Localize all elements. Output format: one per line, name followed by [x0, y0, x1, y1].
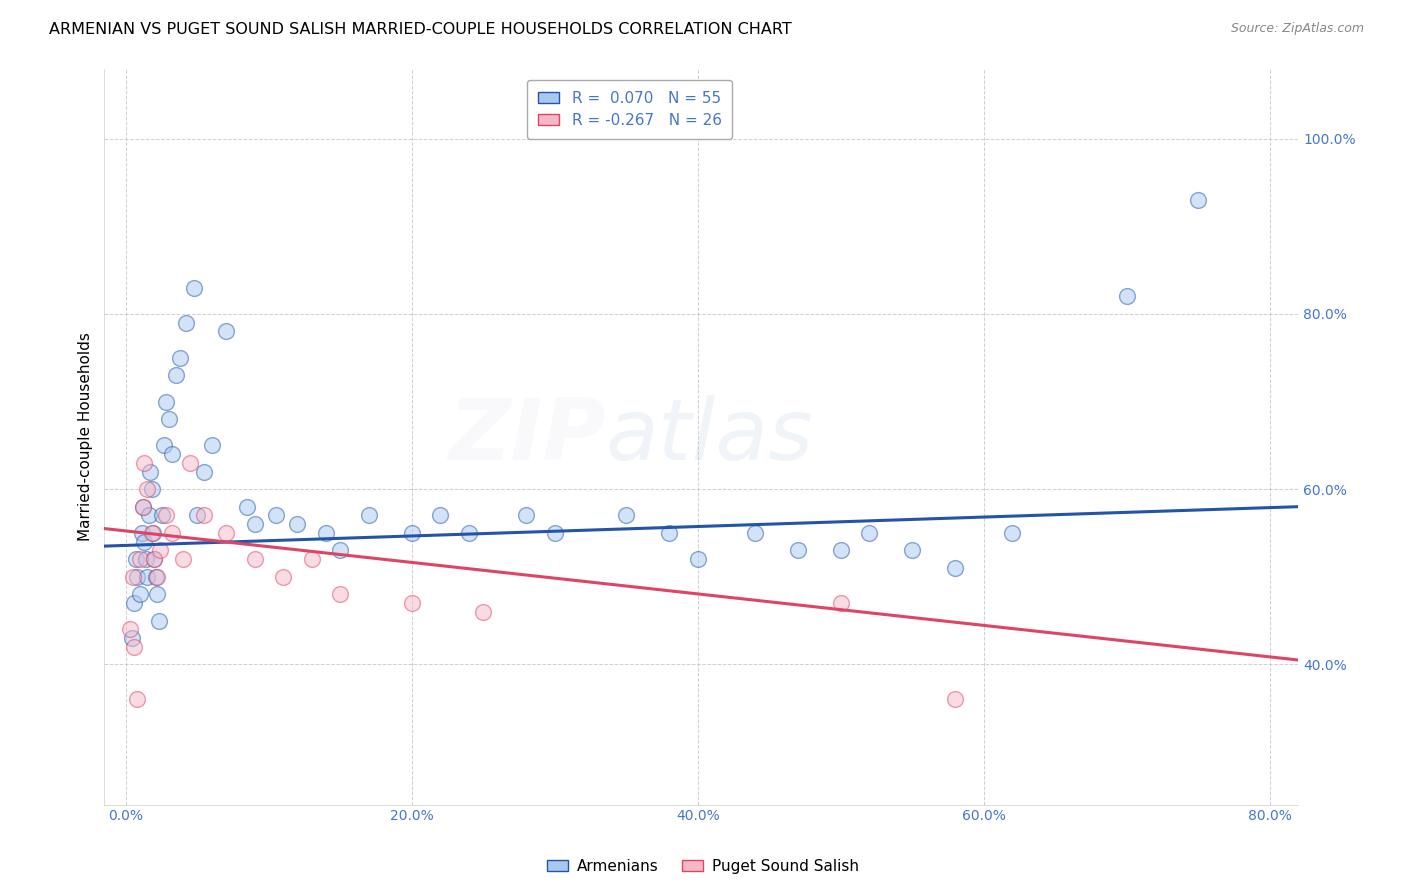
- Text: ZIP: ZIP: [449, 395, 606, 478]
- Point: [215, 525, 238, 540]
- Point: [121, 631, 143, 645]
- Point: [401, 525, 423, 540]
- Legend: Armenians, Puget Sound Salish: Armenians, Puget Sound Salish: [540, 853, 866, 880]
- Point: [901, 543, 924, 558]
- Point: [143, 552, 166, 566]
- Point: [1187, 193, 1209, 207]
- Point: [943, 561, 966, 575]
- Point: [193, 465, 215, 479]
- Point: [132, 500, 155, 514]
- Text: atlas: atlas: [606, 395, 814, 478]
- Point: [134, 534, 156, 549]
- Point: [943, 692, 966, 706]
- Point: [830, 596, 852, 610]
- Point: [301, 552, 323, 566]
- Point: [153, 438, 176, 452]
- Point: [135, 552, 157, 566]
- Point: [157, 412, 180, 426]
- Point: [830, 543, 852, 558]
- Point: [148, 614, 170, 628]
- Point: [658, 525, 681, 540]
- Point: [160, 447, 183, 461]
- Point: [264, 508, 287, 523]
- Point: [458, 525, 481, 540]
- Point: [124, 596, 146, 610]
- Text: Source: ZipAtlas.com: Source: ZipAtlas.com: [1230, 22, 1364, 36]
- Point: [686, 552, 709, 566]
- Point: [786, 543, 808, 558]
- Point: [136, 570, 159, 584]
- Point: [141, 525, 163, 540]
- Point: [329, 543, 352, 558]
- Point: [315, 525, 337, 540]
- Point: [143, 552, 166, 566]
- Point: [165, 368, 187, 383]
- Point: [614, 508, 637, 523]
- Point: [127, 692, 149, 706]
- Point: [138, 508, 160, 523]
- Point: [141, 482, 163, 496]
- Point: [160, 525, 183, 540]
- Point: [744, 525, 766, 540]
- Point: [515, 508, 537, 523]
- Point: [201, 438, 224, 452]
- Point: [136, 482, 159, 496]
- Point: [215, 325, 238, 339]
- Point: [429, 508, 451, 523]
- Y-axis label: Married-couple Households: Married-couple Households: [79, 332, 93, 541]
- Point: [145, 570, 167, 584]
- Point: [174, 316, 197, 330]
- Point: [149, 543, 172, 558]
- Point: [131, 525, 153, 540]
- Point: [401, 596, 423, 610]
- Point: [357, 508, 380, 523]
- Text: ARMENIAN VS PUGET SOUND SALISH MARRIED-COUPLE HOUSEHOLDS CORRELATION CHART: ARMENIAN VS PUGET SOUND SALISH MARRIED-C…: [49, 22, 792, 37]
- Point: [1001, 525, 1024, 540]
- Point: [169, 351, 191, 365]
- Point: [472, 605, 495, 619]
- Point: [155, 394, 177, 409]
- Point: [150, 508, 173, 523]
- Point: [183, 280, 205, 294]
- Point: [146, 570, 169, 584]
- Point: [125, 552, 148, 566]
- Point: [134, 456, 156, 470]
- Point: [236, 500, 259, 514]
- Point: [179, 456, 201, 470]
- Point: [243, 552, 266, 566]
- Point: [155, 508, 177, 523]
- Point: [544, 525, 567, 540]
- Point: [139, 465, 162, 479]
- Point: [186, 508, 208, 523]
- Point: [271, 570, 294, 584]
- Point: [142, 525, 165, 540]
- Point: [132, 500, 155, 514]
- Point: [127, 570, 149, 584]
- Point: [172, 552, 194, 566]
- Point: [120, 623, 142, 637]
- Point: [122, 570, 145, 584]
- Legend: R =  0.070   N = 55, R = -0.267   N = 26: R = 0.070 N = 55, R = -0.267 N = 26: [527, 80, 733, 139]
- Point: [287, 517, 309, 532]
- Point: [129, 552, 152, 566]
- Point: [124, 640, 146, 654]
- Point: [329, 587, 352, 601]
- Point: [193, 508, 215, 523]
- Point: [858, 525, 880, 540]
- Point: [146, 587, 169, 601]
- Point: [1115, 289, 1137, 303]
- Point: [129, 587, 152, 601]
- Point: [243, 517, 266, 532]
